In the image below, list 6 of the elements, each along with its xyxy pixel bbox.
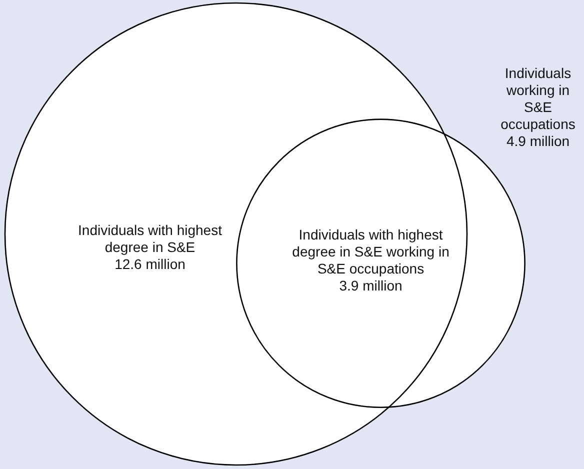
data-label: 3.9 million	[339, 278, 402, 294]
data-label: 12.6 million	[114, 256, 186, 272]
category-label: Individuals working in S&E occupations	[500, 64, 576, 132]
data-label: 4.9 million	[506, 132, 570, 149]
category-label: Individuals with highest degree in S&E working in S&E occupations	[292, 226, 450, 277]
category-label: Individuals with highest degree in S&E	[78, 222, 222, 255]
